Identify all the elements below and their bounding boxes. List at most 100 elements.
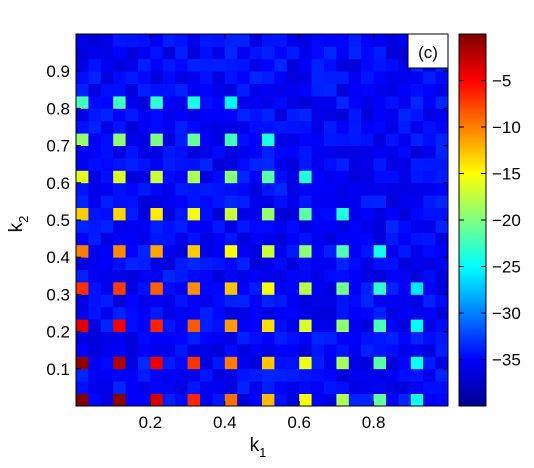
heatmap-cell — [162, 71, 176, 84]
heatmap-cell — [410, 195, 424, 208]
heatmap-cell — [212, 257, 226, 270]
heatmap-cell — [237, 195, 250, 208]
heatmap-cell — [212, 133, 226, 146]
heatmap-cell — [373, 294, 387, 308]
heatmap-cell — [398, 344, 412, 357]
heatmap-cell — [435, 368, 449, 382]
heatmap-cell — [100, 158, 114, 171]
heatmap-cell — [237, 356, 250, 370]
heatmap-cell — [361, 393, 374, 407]
heatmap-cell — [398, 71, 412, 84]
heatmap-cell — [348, 195, 362, 208]
heatmap-cell — [262, 108, 275, 122]
heatmap-cell — [162, 96, 176, 109]
heatmap-cell — [138, 207, 151, 221]
heatmap-cell — [386, 120, 399, 134]
heatmap-cell — [175, 182, 188, 196]
heatmap-cell — [311, 368, 325, 382]
heatmap-cell — [361, 381, 374, 394]
y-tick-label: 0.2 — [46, 323, 70, 342]
heatmap-cell — [262, 269, 275, 283]
heatmap-cell — [100, 257, 114, 270]
heatmap-cell — [286, 282, 300, 295]
heatmap-cell — [386, 96, 399, 109]
heatmap-cell — [435, 182, 449, 196]
heatmap-cell — [410, 83, 424, 97]
heatmap-cell — [212, 319, 226, 332]
heatmap-cell — [410, 344, 424, 357]
heatmap-cell — [262, 182, 275, 196]
heatmap-cell — [113, 133, 126, 146]
heatmap-cell — [361, 282, 374, 295]
heatmap-cell — [187, 46, 201, 60]
heatmap-cell — [286, 133, 300, 146]
heatmap-cell — [249, 96, 263, 109]
heatmap-cell — [274, 257, 288, 270]
heatmap-cell — [336, 356, 350, 370]
heatmap-cell — [224, 195, 238, 208]
heatmap-cell — [299, 244, 312, 258]
heatmap-cell — [336, 46, 350, 60]
heatmap-cell — [113, 244, 126, 258]
heatmap-cell — [361, 120, 374, 134]
heatmap-cell — [274, 170, 288, 184]
heatmap-cell — [262, 46, 275, 60]
heatmap-cell — [76, 34, 89, 47]
heatmap-cell — [76, 133, 89, 146]
heatmap-cell — [88, 232, 102, 246]
heatmap-cell — [150, 108, 164, 122]
heatmap-cell — [386, 294, 399, 308]
heatmap-cell — [88, 46, 102, 60]
heatmap-cell — [311, 356, 325, 370]
heatmap-cell — [187, 34, 201, 47]
y-axis-ticks: 0.1 0.2 0.3 0.4 0.5 0.6 0.7 0.8 0.9 — [46, 62, 448, 379]
heatmap-cell — [200, 319, 213, 332]
heatmap-cell — [187, 269, 201, 283]
heatmap-cell — [200, 368, 213, 382]
heatmap-cell — [410, 269, 424, 283]
heatmap-cell — [286, 344, 300, 357]
heatmap-cell — [212, 269, 226, 283]
heatmap-cell — [100, 319, 114, 332]
heatmap-cell — [100, 282, 114, 295]
heatmap-cell — [200, 83, 213, 97]
y-tick-label: 0.7 — [46, 137, 70, 156]
heatmap-cell — [125, 344, 139, 357]
heatmap-cell — [88, 306, 102, 320]
colorbar-tick-label: −5 — [492, 72, 511, 91]
heatmap-cell — [324, 133, 337, 146]
heatmap-cell — [348, 145, 362, 159]
heatmap-cell — [150, 269, 164, 283]
heatmap-cell — [398, 331, 412, 345]
heatmap-cell — [398, 232, 412, 246]
heatmap-cell — [162, 145, 176, 159]
heatmap-cell — [435, 381, 449, 394]
heatmap-cell — [348, 220, 362, 233]
heatmap-cell — [336, 232, 350, 246]
heatmap-cell — [299, 34, 312, 47]
heatmap-cell — [348, 96, 362, 109]
heatmap-cell — [187, 71, 201, 84]
heatmap-cell — [125, 182, 139, 196]
heatmap-cell — [224, 83, 238, 97]
heatmap-cell — [386, 381, 399, 394]
heatmap-cell — [125, 356, 139, 370]
heatmap-cell — [237, 393, 250, 407]
heatmap-cell — [423, 158, 436, 171]
heatmap-cell — [224, 170, 238, 184]
heatmap-cell — [361, 71, 374, 84]
y-tick-label: 0.6 — [46, 174, 70, 193]
heatmap-cell — [175, 133, 188, 146]
heatmap-cell — [150, 207, 164, 221]
heatmap-cell — [373, 220, 387, 233]
heatmap-cell — [410, 108, 424, 122]
heatmap-cell — [212, 294, 226, 308]
heatmap-cell — [311, 34, 325, 47]
heatmap-cell — [150, 344, 164, 357]
heatmap-cell — [286, 220, 300, 233]
heatmap-cell — [138, 170, 151, 184]
heatmap-cell — [435, 294, 449, 308]
heatmap-cell — [187, 381, 201, 394]
heatmap-cell — [386, 133, 399, 146]
heatmap-cell — [348, 108, 362, 122]
